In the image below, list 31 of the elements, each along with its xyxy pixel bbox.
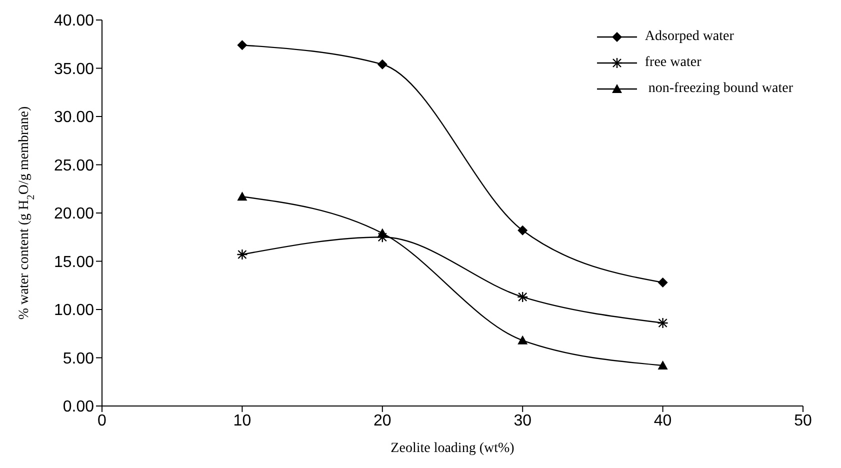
point [377,59,388,70]
legend-label: non-freezing bound water [647,81,793,97]
x-axis-title: Zeolite loading (wt%) [390,441,515,456]
y-tick-label: 10.00 [54,302,94,320]
x-tick-label: 20 [374,412,392,430]
y-tick-label: 15.00 [54,254,94,271]
x-tick-label: 0 [98,412,107,430]
x-tick-label: 50 [794,412,812,430]
point [518,335,528,344]
y-tick-label: 5.00 [62,350,94,368]
point [376,232,388,243]
point [237,192,248,201]
y-tick-label: 0.00 [62,398,94,416]
y-tick-label: 30.00 [54,109,94,126]
point [237,40,248,50]
point [657,317,668,329]
x-tick-label: 30 [514,412,532,430]
point [517,291,528,303]
x-tick-label: 10 [233,412,252,430]
point [658,277,668,288]
y-tick-label: 20.00 [54,206,94,223]
y-tick-label: 35.00 [54,60,94,78]
legend-label: free water [644,55,702,71]
y-tick-label: 40.00 [54,12,94,30]
point [518,225,528,236]
legend-label: Adsorped water [644,29,734,45]
point [236,248,248,260]
x-tick-label: 40 [654,412,672,430]
y-tick-label: 25.00 [54,157,94,174]
point [377,228,388,238]
point [658,360,668,370]
